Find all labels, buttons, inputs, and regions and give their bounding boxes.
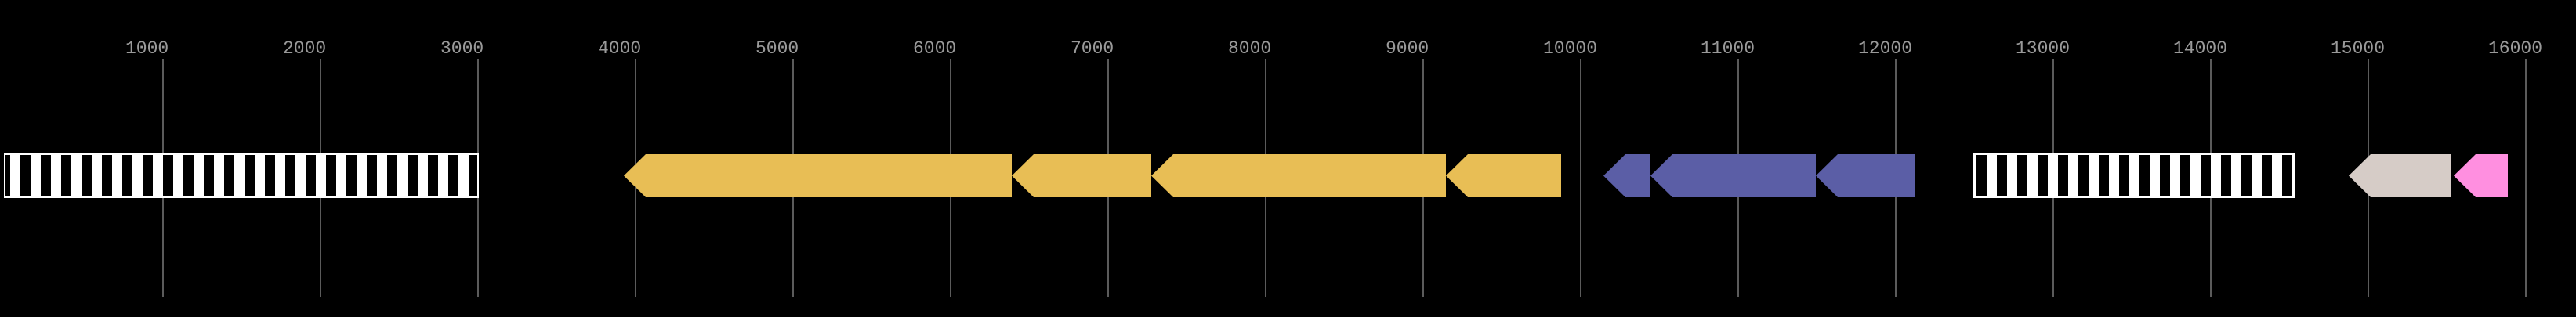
svg-text:14000: 14000 <box>2173 38 2227 59</box>
svg-text:10000: 10000 <box>1543 38 1597 59</box>
svg-text:3000: 3000 <box>440 38 484 59</box>
svg-text:5000: 5000 <box>755 38 799 59</box>
svg-text:6000: 6000 <box>913 38 956 59</box>
svg-text:15000: 15000 <box>2331 38 2385 59</box>
svg-text:16000: 16000 <box>2488 38 2542 59</box>
svg-text:12000: 12000 <box>1858 38 1912 59</box>
svg-text:2000: 2000 <box>283 38 326 59</box>
svg-text:8000: 8000 <box>1228 38 1271 59</box>
svg-text:13000: 13000 <box>2016 38 2070 59</box>
svg-text:1000: 1000 <box>125 38 168 59</box>
svg-text:11000: 11000 <box>1701 38 1755 59</box>
svg-text:9000: 9000 <box>1386 38 1429 59</box>
svg-text:7000: 7000 <box>1071 38 1114 59</box>
svg-text:4000: 4000 <box>598 38 641 59</box>
